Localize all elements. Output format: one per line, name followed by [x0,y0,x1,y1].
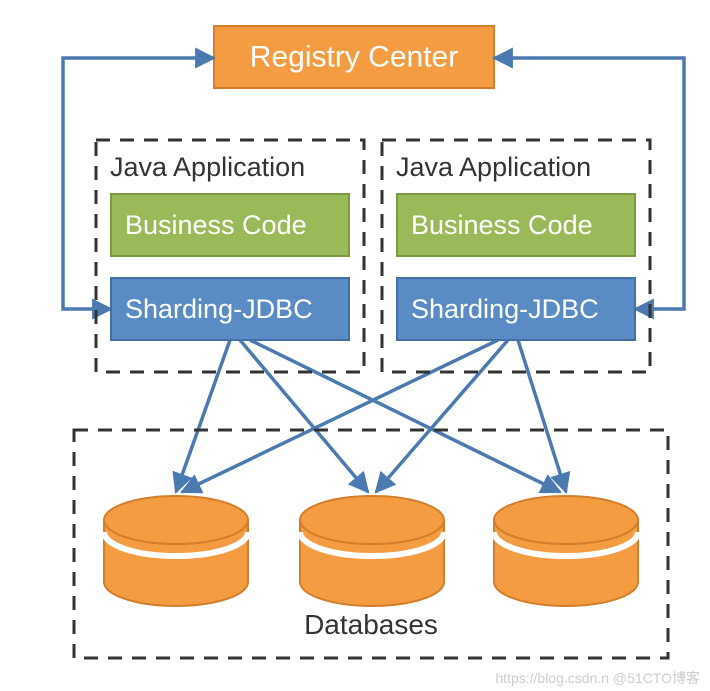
business_right-label: Business Code [411,210,593,240]
registry-label: Registry Center [250,41,458,74]
db1-cylinder [104,496,248,606]
sharding_right-label: Sharding-JDBC [411,294,599,324]
java-app-label-0: Java Application [110,152,305,182]
sharding_left-label: Sharding-JDBC [125,294,313,324]
databases-label: Databases [304,609,438,640]
db2-cylinder [300,496,444,606]
business_left-label: Business Code [125,210,307,240]
watermark: https://blog.csdn.n @51CTO博客 [495,670,700,686]
db3-cylinder [494,496,638,606]
java-app-label-1: Java Application [396,152,591,182]
